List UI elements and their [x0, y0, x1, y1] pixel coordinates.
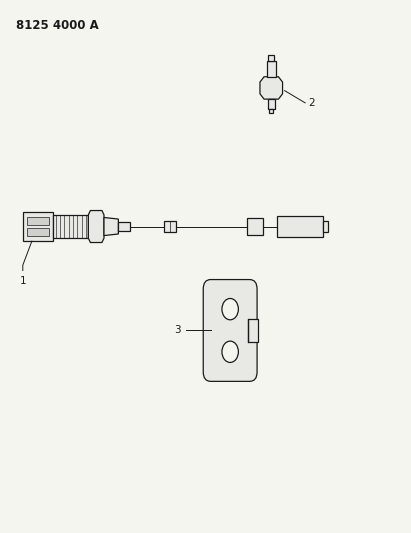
Bar	[164, 221, 176, 232]
Bar	[267, 61, 276, 77]
FancyBboxPatch shape	[203, 279, 257, 382]
Bar	[268, 55, 274, 61]
Bar	[247, 218, 263, 235]
Bar	[118, 222, 130, 231]
Polygon shape	[247, 319, 258, 342]
Polygon shape	[260, 77, 283, 99]
Bar	[27, 217, 49, 225]
Circle shape	[222, 298, 238, 320]
Bar	[269, 109, 273, 113]
Bar	[268, 99, 275, 109]
Polygon shape	[104, 217, 118, 236]
Polygon shape	[88, 211, 104, 243]
Text: 2: 2	[308, 98, 315, 108]
Bar	[323, 221, 328, 232]
Circle shape	[222, 341, 238, 362]
Bar	[277, 216, 323, 237]
Text: 8125 4000 A: 8125 4000 A	[16, 19, 99, 31]
Bar	[53, 215, 88, 238]
Text: 3: 3	[174, 326, 181, 335]
Bar	[27, 228, 49, 236]
Bar	[23, 212, 53, 241]
Text: 1: 1	[19, 276, 26, 286]
